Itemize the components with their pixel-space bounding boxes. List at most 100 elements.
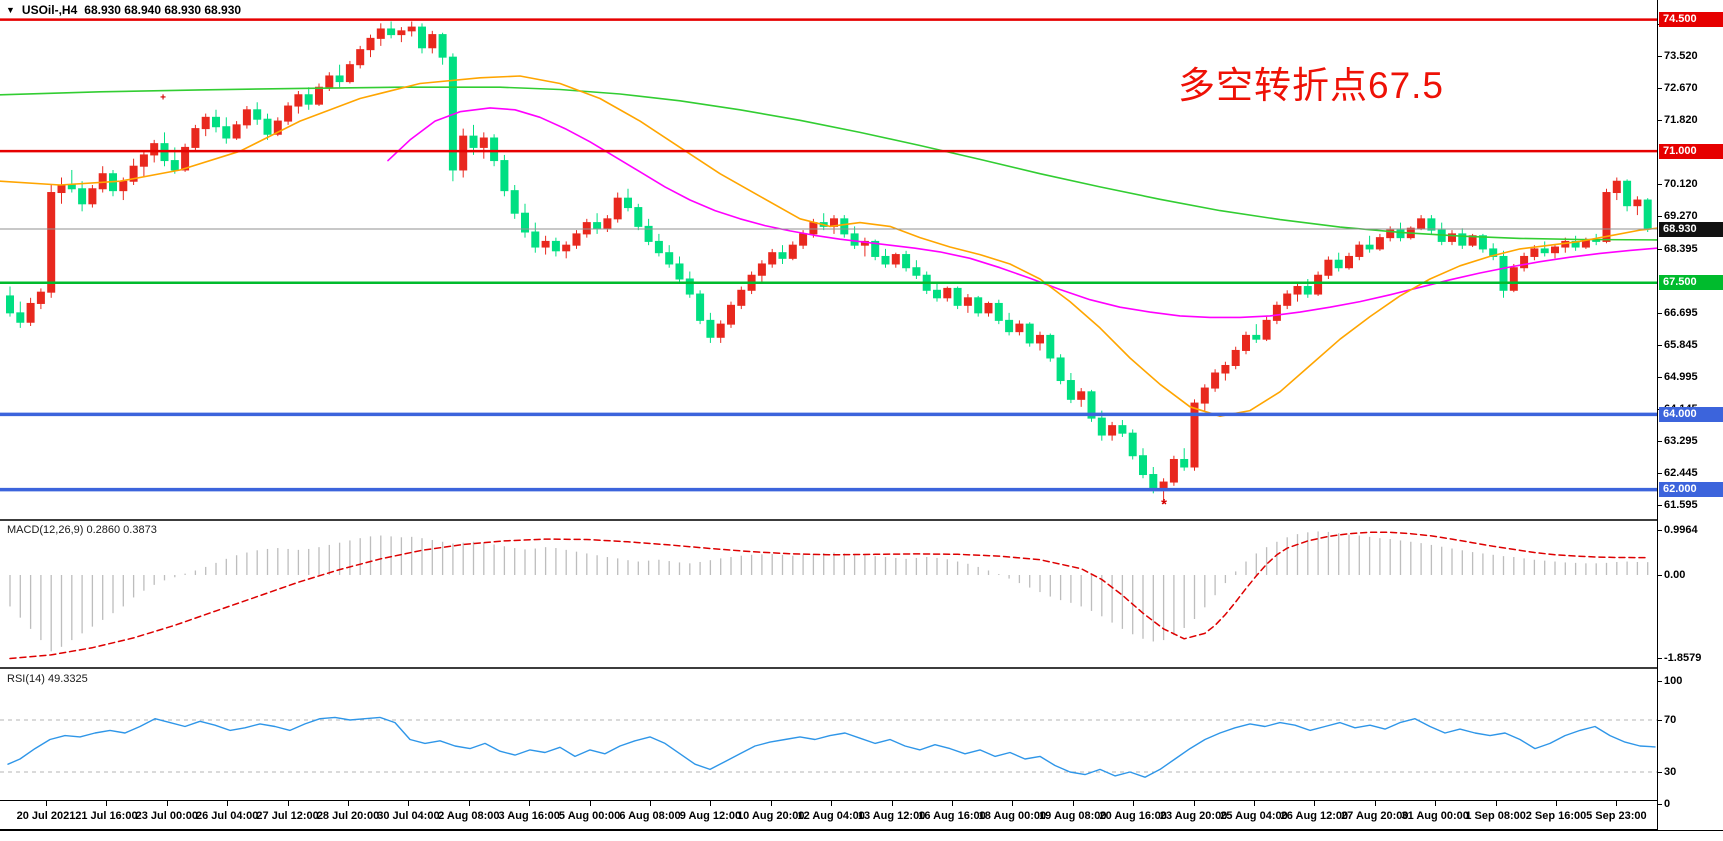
ohlc-quote-label: 68.930 68.940 68.930 68.930 bbox=[84, 3, 242, 17]
time-tick-label: 25 Aug 04:00 bbox=[1220, 810, 1288, 822]
time-tick-mark bbox=[1314, 801, 1316, 806]
candle-body bbox=[284, 105, 293, 122]
axis-tick-mark bbox=[1658, 772, 1662, 773]
candle-body bbox=[418, 26, 426, 49]
candle-body bbox=[881, 255, 890, 265]
candle-body bbox=[479, 137, 488, 148]
candle-body bbox=[1262, 319, 1271, 340]
time-tick-label: 30 Jul 04:00 bbox=[377, 810, 440, 822]
candle-body bbox=[1375, 237, 1384, 250]
candle-body bbox=[1077, 391, 1086, 400]
axis-tick-mark bbox=[1658, 249, 1662, 251]
candle-body bbox=[36, 291, 45, 304]
candle-body bbox=[273, 120, 282, 135]
candle-body bbox=[943, 287, 952, 299]
price-tick-label: 63.295 bbox=[1664, 434, 1698, 447]
candle-body bbox=[1169, 458, 1178, 483]
candle-body bbox=[253, 109, 262, 120]
rsi-tick-label: 70 bbox=[1664, 714, 1677, 726]
candle-body bbox=[119, 180, 128, 192]
time-axis-line bbox=[0, 800, 1723, 801]
chart-annotation-text[interactable]: 多空转折点67.5 bbox=[1178, 65, 1445, 106]
candle-body bbox=[304, 94, 313, 105]
candle-body bbox=[98, 173, 107, 190]
time-tick-mark bbox=[348, 801, 349, 806]
candle-body bbox=[1324, 259, 1333, 276]
candle-body bbox=[624, 197, 632, 209]
price-level-badge: 74.500 bbox=[1659, 12, 1723, 28]
candle-body bbox=[1046, 334, 1055, 359]
candle-body bbox=[345, 64, 354, 83]
candle-body bbox=[603, 218, 612, 229]
candle-body bbox=[242, 109, 251, 126]
candle-body bbox=[531, 231, 540, 248]
candle-body bbox=[1025, 323, 1034, 344]
candle-body bbox=[593, 222, 602, 229]
candle-body bbox=[1272, 304, 1281, 321]
time-tick-label: 26 Aug 12:00 bbox=[1280, 810, 1349, 822]
time-tick-mark bbox=[1556, 801, 1557, 806]
symbol-dropdown-icon[interactable]: ▼ bbox=[6, 5, 15, 15]
candle-body bbox=[1612, 180, 1621, 194]
candle-body bbox=[727, 304, 735, 325]
candle-body bbox=[1252, 334, 1261, 340]
candle-body bbox=[716, 323, 725, 338]
candle-body bbox=[809, 222, 818, 235]
time-tick-label: 5 Sep 23:00 bbox=[1586, 810, 1647, 822]
time-tick-label: 2 Sep 16:00 bbox=[1525, 810, 1587, 822]
time-tick-label: 1 Sep 08:00 bbox=[1465, 810, 1526, 822]
price-tick-label: 68.395 bbox=[1664, 243, 1698, 256]
axis-tick-mark bbox=[1658, 184, 1662, 186]
candle-body bbox=[459, 135, 468, 171]
time-tick-label: 20 Aug 16:00 bbox=[1099, 810, 1167, 822]
candle-body bbox=[1056, 357, 1065, 382]
candle-body bbox=[438, 34, 447, 58]
axis-tick-mark bbox=[1658, 56, 1662, 58]
time-tick-mark bbox=[1193, 801, 1195, 806]
time-axis[interactable]: 20 Jul 2021 21 Jul 16:00 23 Jul 00:00 26 Ju… bbox=[0, 801, 1657, 835]
candle-body bbox=[1365, 244, 1374, 250]
candle-body bbox=[191, 128, 200, 148]
candle-body bbox=[335, 75, 344, 83]
candle-body bbox=[613, 197, 622, 220]
candle-body bbox=[325, 75, 334, 88]
panel-separator-main-macd[interactable] bbox=[0, 519, 1723, 521]
candle-body bbox=[799, 233, 808, 246]
axis-tick-mark bbox=[1658, 804, 1662, 805]
MA slow (green) bbox=[0, 86, 1657, 241]
candle-body bbox=[696, 293, 705, 321]
candle-body bbox=[1355, 244, 1364, 257]
axis-tick-mark bbox=[1658, 88, 1662, 90]
price-tick-label: 62.445 bbox=[1664, 466, 1698, 479]
time-tick-mark bbox=[1616, 801, 1618, 806]
price-tick-label: 65.845 bbox=[1664, 338, 1698, 351]
candle-body bbox=[685, 278, 694, 295]
candle-body bbox=[16, 312, 25, 323]
candle-body bbox=[871, 240, 880, 257]
price-axis[interactable]: 74.37073.52072.67071.82070.12069.27068.3… bbox=[1657, 0, 1723, 830]
axis-tick-mark bbox=[1658, 376, 1662, 378]
candle-body bbox=[1190, 402, 1199, 468]
candle-body bbox=[706, 319, 715, 338]
candle-body bbox=[1118, 425, 1127, 434]
candle-body bbox=[1036, 334, 1044, 344]
panel-separator-macd-rsi[interactable] bbox=[0, 667, 1723, 669]
time-tick-label: 19 Aug 08:00 bbox=[1039, 810, 1107, 822]
rsi-indicator-label: RSI(14) 49.3325 bbox=[7, 673, 88, 685]
candlestick-chart[interactable]: *+ bbox=[0, 0, 1657, 841]
candle-body bbox=[778, 252, 787, 259]
candle-body bbox=[1334, 259, 1343, 269]
window-bottom-border bbox=[0, 829, 1723, 831]
price-tick-label: 70.120 bbox=[1664, 178, 1698, 191]
candle-body bbox=[222, 126, 231, 139]
candle-body bbox=[376, 28, 385, 39]
price-level-badge: 71.000 bbox=[1659, 143, 1723, 159]
time-tick-mark bbox=[770, 801, 772, 806]
candle-body bbox=[67, 184, 76, 190]
time-tick-mark bbox=[589, 801, 591, 806]
price-tick-label: 73.520 bbox=[1664, 50, 1698, 63]
chart-marker-icon: + bbox=[160, 92, 166, 103]
candle-body bbox=[57, 184, 66, 194]
time-tick-label: 16 Aug 16:00 bbox=[918, 810, 986, 822]
candle-body bbox=[1200, 387, 1209, 404]
